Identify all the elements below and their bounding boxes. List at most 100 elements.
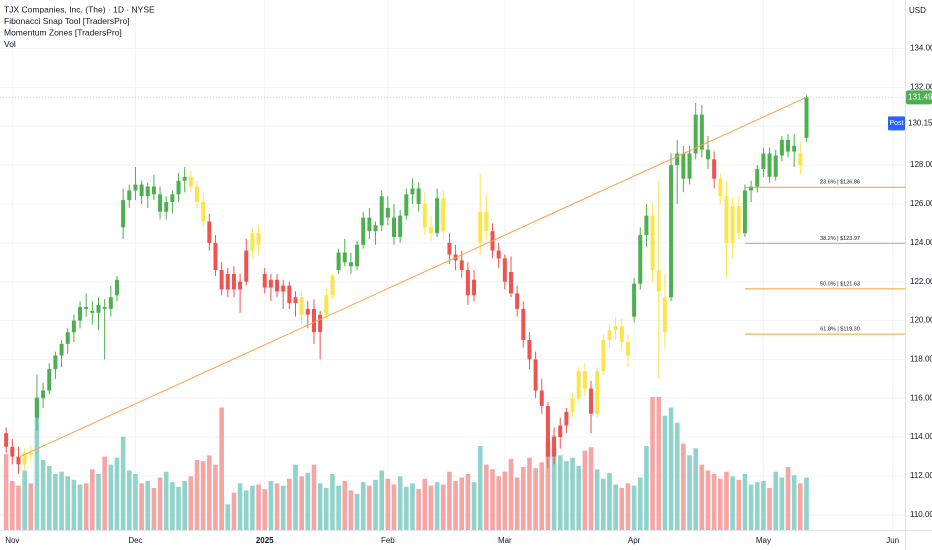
overlays: 23.6% | $126.86 38.2% | $123.97 50.0% | $1…: [0, 96, 905, 458]
volume-bar: [28, 483, 34, 530]
volume-bar: [299, 476, 304, 530]
volume-bar: [108, 464, 114, 530]
candle-body: [650, 215, 655, 271]
candle-body: [749, 186, 754, 191]
volume-bar: [323, 488, 329, 530]
fib-level-label: 61.8% | $119.30: [820, 327, 860, 333]
candle-body: [65, 332, 70, 344]
candle-body: [213, 242, 218, 271]
volume-bar: [668, 407, 674, 530]
volume-bar: [200, 461, 206, 530]
volume-bar: [601, 478, 606, 530]
volume-bar: [687, 455, 692, 530]
post-tag: [888, 116, 905, 131]
volume-bar: [502, 471, 508, 530]
volume-bar: [207, 455, 212, 530]
axes: 110.00 112.00 114.00 116.00 118.00 120.00 122.…: [5, 44, 932, 545]
candle-body: [262, 273, 267, 288]
volume-bar: [674, 422, 680, 530]
volume-bar: [699, 464, 705, 530]
volume-bar: [724, 471, 729, 530]
volume-bar: [588, 447, 594, 530]
y-tick-label: 110.00: [910, 510, 932, 519]
candle-body: [108, 297, 113, 309]
candle-body: [570, 398, 575, 412]
candle-body: [207, 221, 212, 243]
candle-body: [342, 252, 347, 263]
volume-bar: [145, 481, 151, 530]
volume-bar: [484, 464, 489, 530]
y-tick-label: 124.00: [910, 238, 932, 247]
candle-body: [472, 279, 477, 296]
volume-bar: [163, 471, 169, 530]
volume-bar: [231, 492, 237, 530]
indicator-label: Fibonacci Snap Tool [TradersPro]: [4, 16, 130, 26]
volume-bar: [176, 486, 181, 530]
volume-bar: [59, 471, 64, 530]
candle-body: [238, 281, 243, 290]
volume-bar: [637, 477, 643, 530]
y-tick-label: 134.00: [910, 44, 932, 53]
volume-bar: [767, 488, 772, 530]
volume-bar: [644, 446, 649, 530]
candle-body: [595, 371, 600, 414]
candle-body: [182, 176, 187, 181]
volume-bar: [250, 485, 255, 530]
candle-body: [718, 178, 723, 197]
candle-body: [619, 326, 624, 342]
volume-bar: [317, 483, 323, 530]
volume-bar: [34, 397, 40, 530]
candle-body: [705, 149, 710, 160]
volume-bar: [53, 474, 58, 530]
volume-bar: [280, 485, 286, 530]
candle-body: [151, 186, 156, 195]
post-price-label: 130.15: [908, 118, 932, 127]
candle-body: [404, 194, 409, 216]
volume-bar: [336, 485, 341, 530]
x-tick-label: May: [756, 536, 771, 545]
candle-body: [644, 215, 649, 236]
volume-bar: [730, 476, 735, 530]
volume-bar: [533, 468, 538, 530]
volume-bar: [360, 482, 366, 530]
volume-bar: [274, 483, 280, 530]
candle-body: [724, 196, 729, 243]
candle-body: [496, 250, 501, 259]
volume-bar: [71, 479, 77, 530]
volume-bar: [96, 474, 101, 530]
x-tick-label: Jun: [886, 536, 899, 545]
candle-body: [422, 203, 427, 228]
candle-body: [662, 297, 667, 333]
volume-bar: [527, 457, 532, 530]
candle-body: [687, 153, 692, 179]
candle-body: [539, 390, 544, 407]
candle-body: [379, 196, 384, 226]
volume-bar: [754, 482, 760, 530]
volume-bar: [490, 469, 495, 530]
candle-body: [576, 371, 581, 399]
volume-bar: [139, 483, 144, 530]
last-price-tag: [906, 90, 932, 105]
volume-pane: [3, 397, 809, 530]
candle-body: [767, 153, 772, 177]
candle-body: [392, 217, 397, 238]
volume-bar: [681, 443, 686, 530]
volume-bar: [619, 488, 625, 530]
volume-bar: [748, 484, 754, 530]
x-tick-label: Feb: [381, 536, 395, 545]
volume-bar: [170, 482, 175, 530]
candle-body: [28, 452, 33, 455]
candle-body: [508, 271, 513, 294]
candle-body: [527, 339, 532, 360]
volume-bar: [662, 415, 668, 530]
volume-bar: [219, 407, 224, 530]
candle-body: [34, 398, 39, 418]
volume-bar: [311, 464, 317, 530]
candles: [4, 95, 809, 475]
volume-bar: [157, 477, 163, 530]
volume-bar: [570, 457, 575, 530]
candle-body: [613, 326, 618, 331]
candle-body: [625, 341, 630, 356]
volume-bar: [785, 467, 791, 530]
y-tick-label: 128.00: [910, 160, 932, 169]
